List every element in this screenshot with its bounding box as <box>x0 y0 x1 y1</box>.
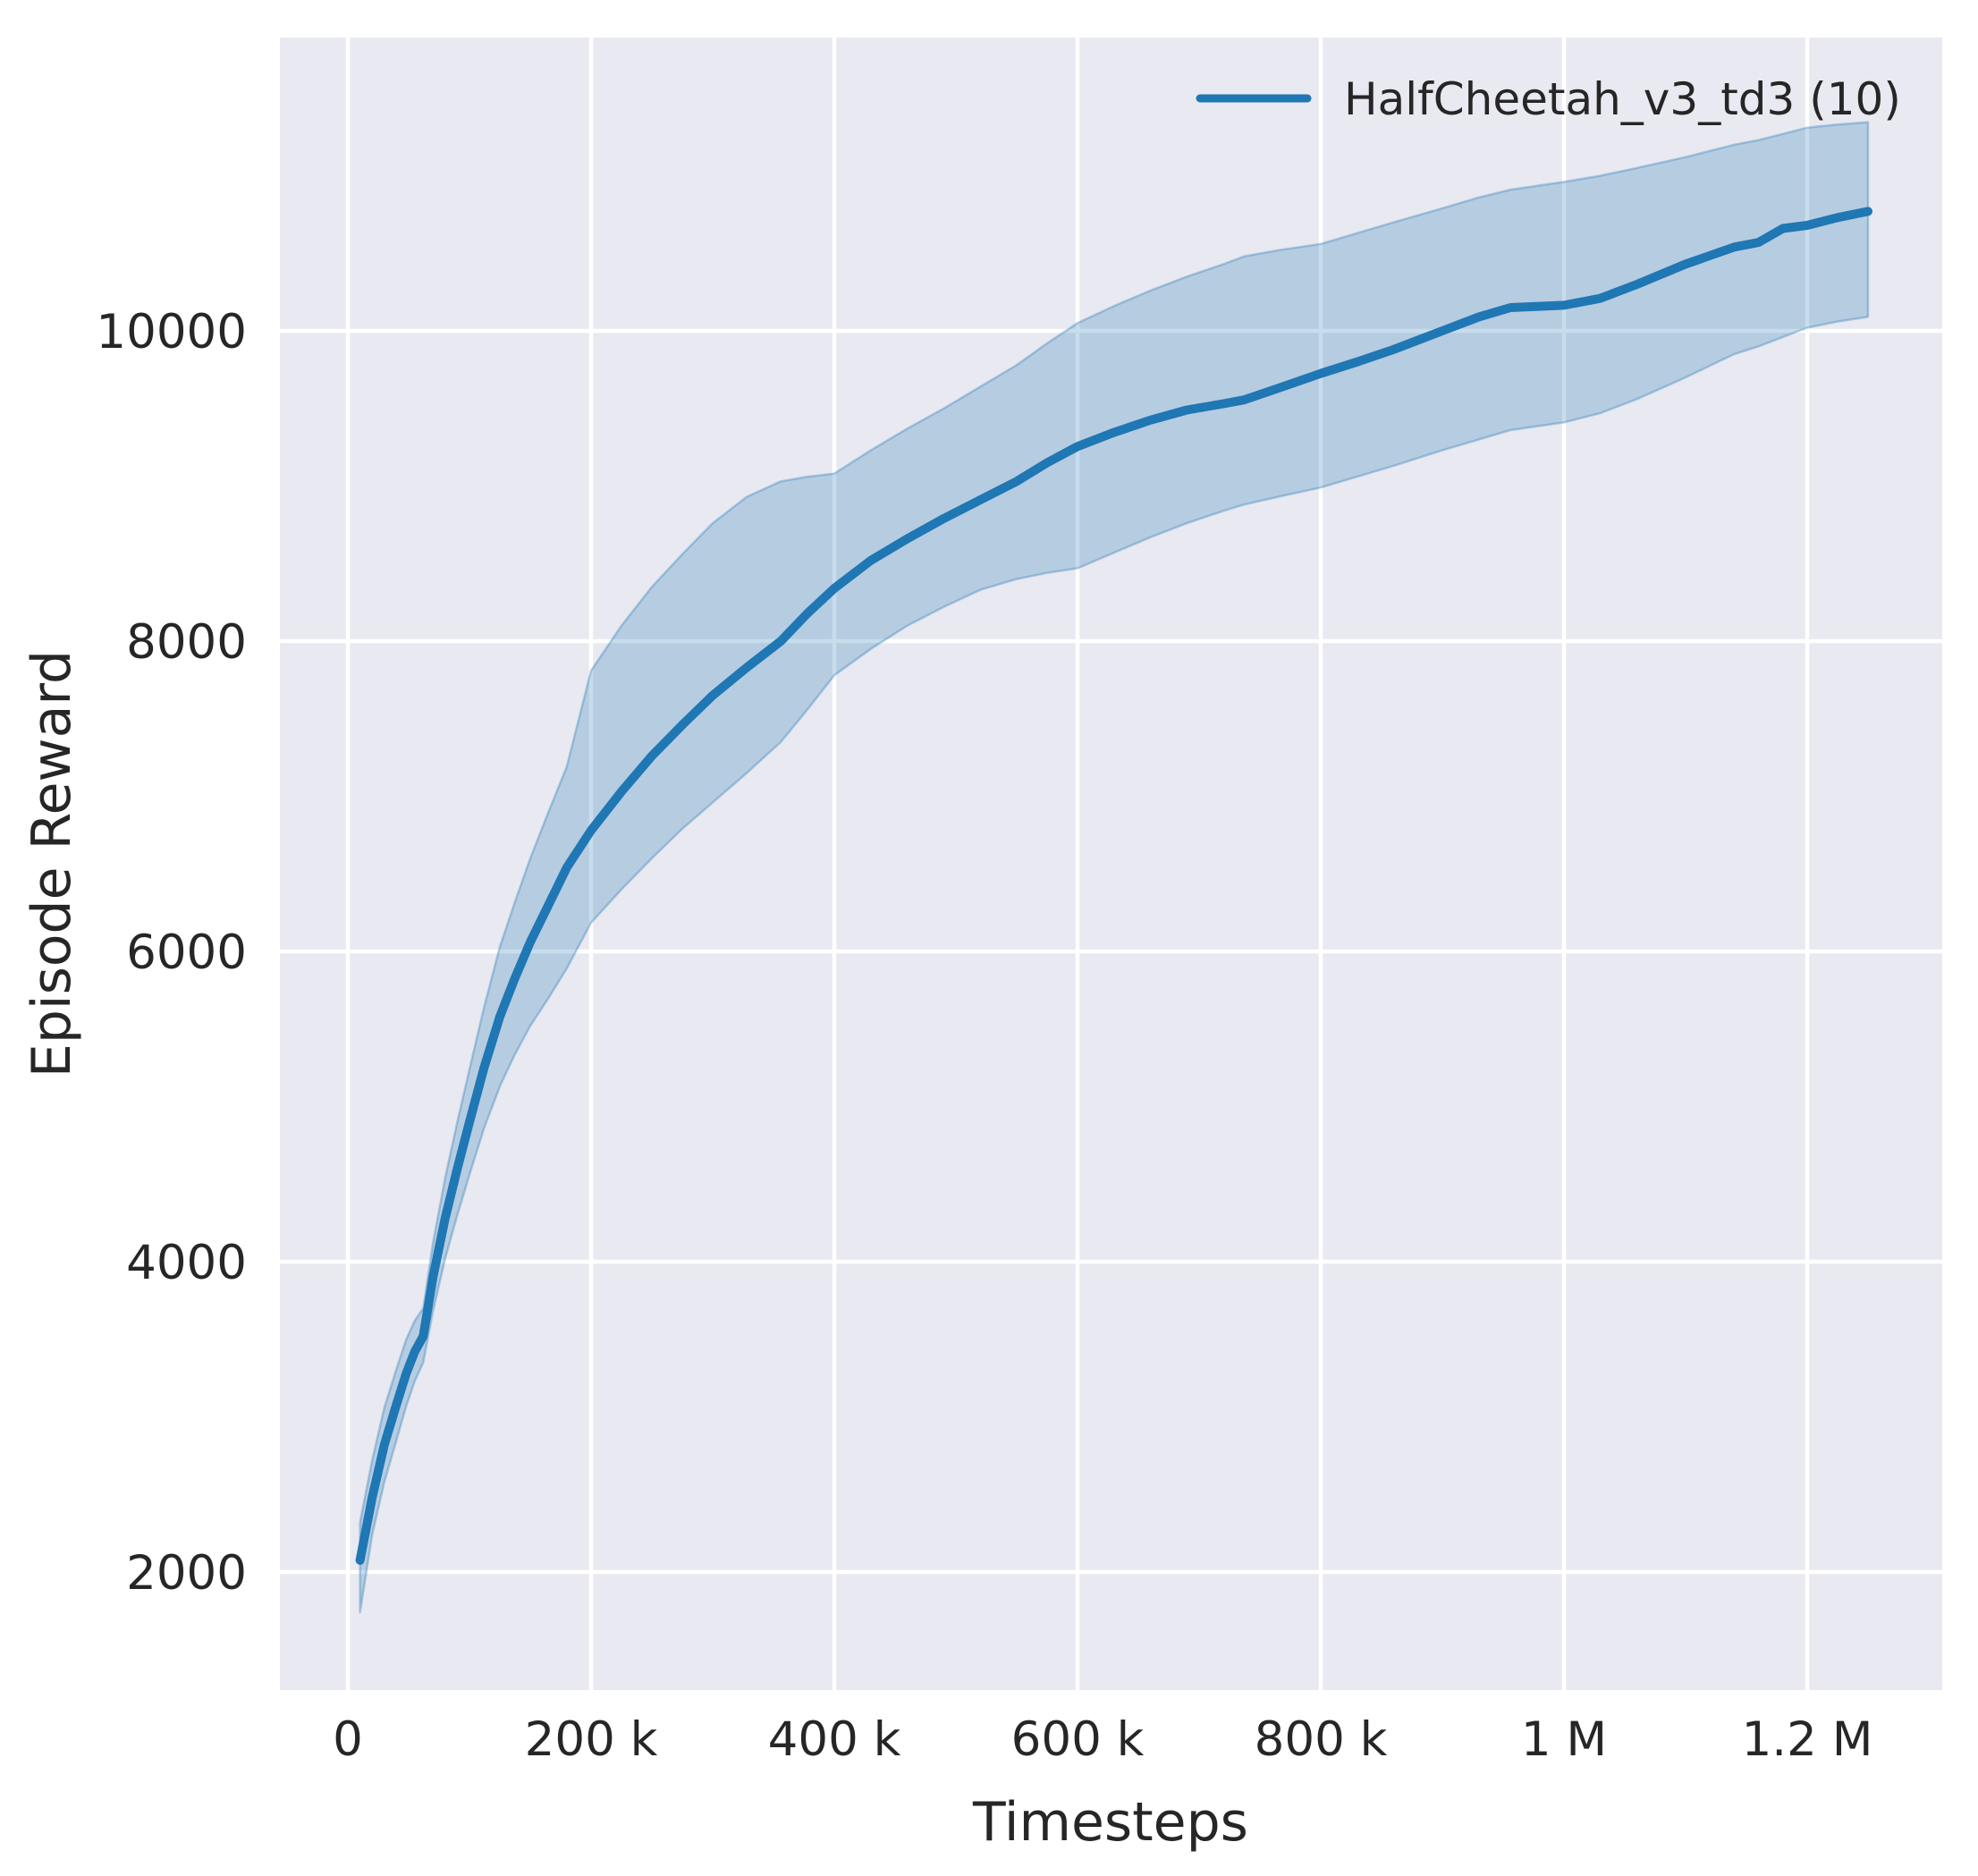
x-tick-labels: 0 200 k 400 k 600 k 800 k 1 M 1.2 M <box>333 1712 1872 1767</box>
x-tick-label: 1 M <box>1521 1712 1607 1767</box>
y-tick-label: 6000 <box>126 925 247 980</box>
x-tick-label: 800 k <box>1255 1712 1388 1767</box>
x-tick-label: 200 k <box>525 1712 658 1767</box>
x-tick-label: 0 <box>333 1712 363 1767</box>
x-tick-label: 1.2 M <box>1742 1712 1873 1767</box>
mean-line <box>355 207 1872 1565</box>
gridline-layer <box>280 38 1942 1690</box>
data-layer <box>355 121 1872 1614</box>
y-axis-title: Episode Reward <box>21 650 83 1077</box>
confidence-band <box>359 121 1870 1614</box>
y-tick-labels: 2000 4000 6000 8000 10000 <box>96 305 247 1601</box>
y-tick-label: 10000 <box>96 305 247 359</box>
legend: HalfCheetah_v3_td3 (10) <box>1196 73 1901 125</box>
y-tick-label: 2000 <box>126 1546 247 1601</box>
plot-background-layer <box>280 38 1942 1690</box>
y-tick-label: 4000 <box>126 1236 247 1290</box>
x-tick-label: 400 k <box>768 1712 901 1767</box>
x-axis-title: Timesteps <box>972 1791 1248 1854</box>
legend-label: HalfCheetah_v3_td3 (10) <box>1344 73 1901 125</box>
y-tick-label: 8000 <box>126 615 247 670</box>
x-tick-label: 600 k <box>1011 1712 1145 1767</box>
plot-area <box>280 38 1942 1690</box>
